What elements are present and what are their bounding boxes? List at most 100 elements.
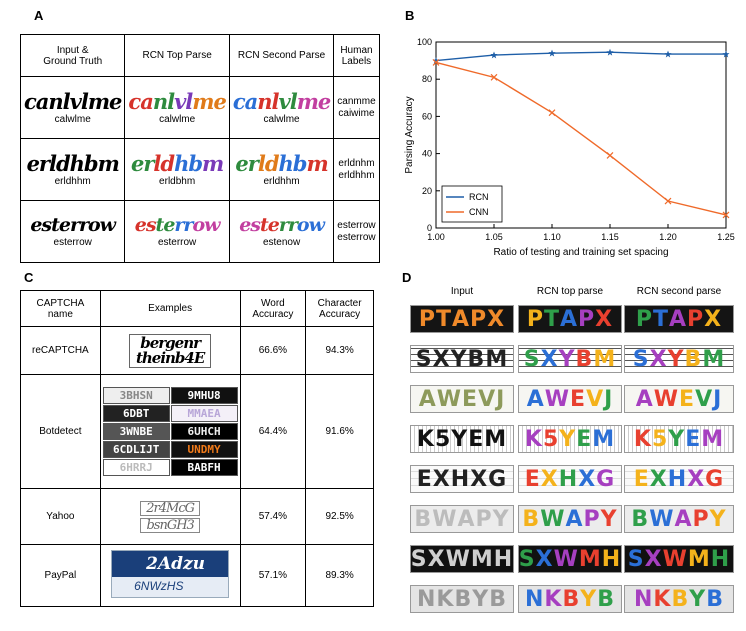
x-tick-label: 1.25 [717, 232, 735, 242]
data-point-rcn [432, 57, 440, 64]
y-tick-label: 80 [422, 74, 432, 84]
captcha-char: E [685, 426, 702, 452]
captcha-char: X [649, 466, 668, 492]
captcha-image: UNDMY [170, 441, 238, 458]
captcha-char: M [470, 546, 494, 572]
captcha-char: A [565, 506, 584, 532]
captcha-char: P [578, 306, 596, 332]
captcha-char: P [475, 506, 493, 532]
ground-truth: esterrow [53, 236, 92, 248]
plot-frame [435, 41, 727, 229]
second-cell: canlvlme calwlme [228, 76, 335, 139]
captcha-char: M [687, 546, 711, 572]
human-label: esterrow [337, 231, 376, 243]
y-tick-label: 20 [422, 186, 432, 196]
x-tick-label: 1.15 [601, 232, 619, 242]
captcha-char: N [417, 586, 437, 612]
captcha-char: S [415, 346, 433, 372]
captcha-char: X [540, 346, 559, 372]
captcha-char: W [436, 386, 463, 412]
data-point-cnn [606, 152, 614, 159]
second-cell: erldhbm erldhhm [228, 138, 335, 201]
captcha-char: T [652, 306, 669, 332]
captcha-char: X [704, 306, 723, 332]
captcha-char: S [518, 546, 536, 572]
x-tick-label: 1.10 [543, 232, 561, 242]
x-tick-label: 1.05 [485, 232, 503, 242]
examples-cell: bergenr theinb4E [99, 326, 241, 375]
captcha-char: Y [709, 506, 727, 532]
captcha-image: theinb4E [135, 348, 205, 367]
captcha-char: K [416, 426, 435, 452]
captcha-char: K [653, 586, 672, 612]
captcha-char: V [695, 386, 714, 412]
captcha-image: esterrow [134, 213, 221, 236]
captcha-char: X [487, 306, 506, 332]
legend-box [441, 185, 503, 223]
x-axis-label: Ratio of testing and training set spacin… [493, 247, 668, 258]
captcha-char: N [525, 586, 545, 612]
y-tick-label: 0 [427, 223, 432, 233]
word-accuracy: 57.1% [239, 544, 307, 607]
captcha-char: X [578, 466, 597, 492]
captcha-char: M [578, 546, 602, 572]
captcha-char: E [576, 426, 593, 452]
captcha-image: 2r4McG [146, 500, 195, 516]
captcha-image: 9MHU8 [170, 387, 238, 404]
captcha-char: W [553, 546, 579, 572]
y-axis-label: Parsing Accuracy [404, 96, 415, 173]
captcha-char: B [562, 586, 581, 612]
top-parse-label: calwlme [159, 113, 196, 125]
header-input: Input & Ground Truth [19, 34, 126, 77]
captcha-char: A [560, 306, 579, 332]
captcha-char: Y [600, 506, 618, 532]
captcha-char: M [592, 426, 616, 452]
captcha-char: H [493, 546, 514, 572]
captcha-char: W [649, 506, 675, 532]
captcha-char: M [484, 426, 508, 452]
captcha-char: S [410, 546, 428, 572]
captcha-char: B [467, 346, 486, 372]
captcha-image: canlvlme [24, 88, 122, 114]
captcha-char: A [452, 306, 471, 332]
captcha-char: X [649, 346, 668, 372]
captcha-char: X [595, 306, 614, 332]
captcha-char: X [535, 546, 554, 572]
captcha-image: erldhbm [130, 150, 224, 176]
captcha-char: H [667, 466, 688, 492]
captcha-char: Y [558, 346, 576, 372]
panel-a-label: A [34, 8, 44, 23]
captcha-char: P [635, 306, 653, 332]
human-label: erldnhm [338, 157, 375, 169]
panel-d-label: D [402, 270, 412, 285]
captcha-char: Y [689, 586, 707, 612]
data-point-cnn [432, 59, 440, 66]
human-label: canmme [337, 95, 376, 107]
captcha-char: E [524, 466, 541, 492]
captcha-char: P [692, 506, 710, 532]
captcha-char: Y [667, 346, 685, 372]
header-second-parse: RCN second parse [636, 286, 722, 297]
data-point-rcn [490, 51, 498, 59]
captcha-char: W [544, 386, 571, 412]
captcha-char: G [705, 466, 725, 492]
captcha-char: Y [450, 346, 468, 372]
captcha-image: 3BHSN [102, 387, 170, 404]
captcha-char: P [526, 306, 544, 332]
header-top-parse: RCN top parse [536, 286, 604, 297]
captcha-char: A [669, 306, 688, 332]
captcha-image: 6HRRJ [102, 459, 170, 476]
captcha-char: 5 [434, 426, 452, 452]
input-cell: esterrow esterrow [19, 200, 126, 263]
captcha-image: 6UHCH [170, 423, 238, 440]
captcha-char: H [558, 466, 579, 492]
human-cell: erldnhm erldhhm [333, 138, 380, 201]
